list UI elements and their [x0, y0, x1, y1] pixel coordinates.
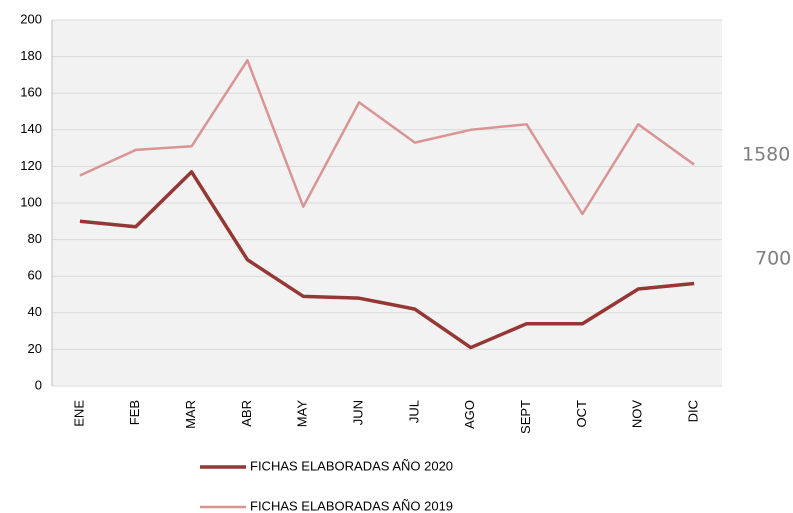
- series-line: [79, 59, 695, 216]
- y-tick-label: 20: [28, 341, 42, 356]
- x-tick-label: ENE: [71, 400, 86, 427]
- x-tick-label: DIC: [686, 400, 701, 422]
- y-tick-label: 40: [28, 304, 42, 319]
- y-tick-label: 120: [20, 158, 42, 173]
- x-tick-label: JUN: [351, 400, 366, 425]
- y-tick-label: 160: [20, 85, 42, 100]
- y-tick-label: 60: [28, 268, 42, 283]
- y-tick-label: 180: [20, 48, 42, 63]
- legend-label: FICHAS ELABORADAS AÑO 2020: [250, 458, 453, 473]
- series-line: [79, 170, 695, 350]
- legend-label: FICHAS ELABORADAS AÑO 2019: [250, 498, 453, 513]
- y-tick-label: 140: [20, 121, 42, 136]
- x-tick-label: MAY: [295, 400, 310, 428]
- annotation: 1580: [742, 144, 790, 166]
- y-tick-label: 100: [20, 194, 42, 209]
- x-tick-label: AGO: [462, 400, 477, 429]
- y-tick-label: 200: [20, 11, 42, 26]
- x-tick-label: JUL: [406, 400, 421, 423]
- x-tick-label: ABR: [239, 400, 254, 427]
- x-tick-label: MAR: [183, 400, 198, 429]
- x-tick-label: NOV: [630, 400, 645, 429]
- x-tick-label: OCT: [574, 400, 589, 428]
- x-tick-label: SEPT: [518, 400, 533, 434]
- y-tick-label: 0: [35, 377, 42, 392]
- y-tick-label: 80: [28, 231, 42, 246]
- x-tick-label: FEB: [127, 400, 142, 425]
- annotation: 700: [755, 248, 791, 270]
